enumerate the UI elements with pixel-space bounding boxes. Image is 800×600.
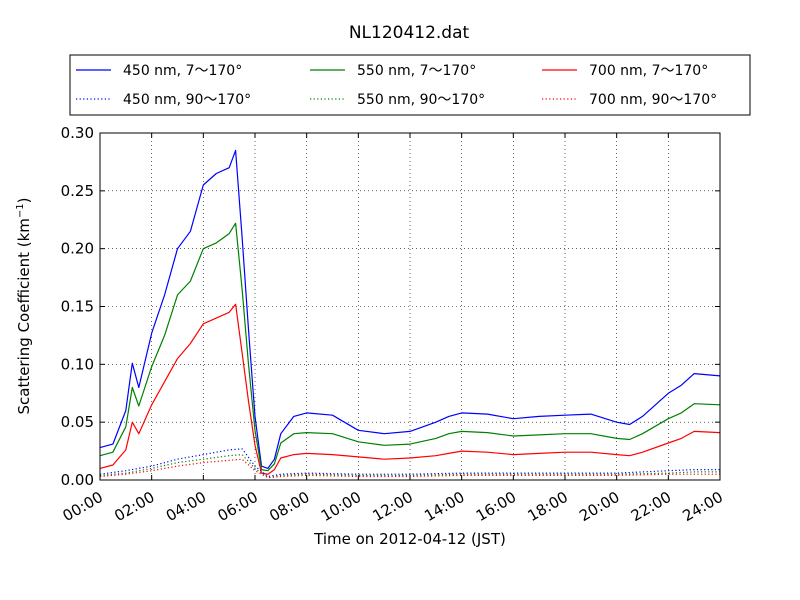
legend-label-4: 450 nm, 90～170° [123,92,251,108]
y-tick-label: 0.30 [61,124,94,142]
series-line-3 [99,303,721,475]
grid-lines [100,133,720,480]
x-tick-label: 20:00 [576,488,622,525]
y-tick-label: 0.25 [61,182,94,200]
series-line-4 [99,448,720,478]
x-tick-label: 12:00 [370,488,416,525]
x-tick-label: 00:00 [60,488,106,525]
y-axis-label-end: ) [15,197,33,203]
y-axis-label-text: Scattering Coefficient (km [15,218,33,414]
y-tick-label: 0.00 [61,471,94,489]
legend-label-1: 450 nm, 7～170° [123,63,242,79]
x-tick-label: 02:00 [111,488,157,525]
y-tick-label: 0.05 [61,413,94,431]
x-tick-label: 18:00 [525,488,571,525]
x-tick-label: 06:00 [215,488,261,525]
x-tick-label: 24:00 [680,488,726,525]
x-tick-label: 16:00 [473,488,519,525]
x-tick-label: 14:00 [421,488,467,525]
legend-frame [69,54,751,116]
series-line-1 [99,149,721,469]
x-axis-label: Time on 2012-04-12 (JST) [313,530,506,548]
series-line-2 [99,222,721,472]
x-tick-label: 22:00 [628,488,674,525]
legend-label-2: 550 nm, 7～170° [357,63,476,79]
legend-label-3: 700 nm, 7～170° [589,63,708,79]
series-line-5 [99,454,720,479]
y-axis-label-sup: −1 [15,203,26,218]
y-tick-label: 0.20 [61,240,94,258]
chart-title: NL120412.dat [349,23,470,43]
series-layer [99,149,721,479]
legend-label-5: 550 nm, 90～170° [357,92,485,108]
legend: 450 nm, 7～170° 550 nm, 7～170° 700 nm, 7～17… [69,54,751,116]
y-axis-label: Scattering Coefficient (km−1) [15,197,33,414]
x-tick-label: 04:00 [163,488,209,525]
axis-ticks: 00:00 02:00 04:00 06:00 08:00 10:00 12:00 14:00… [60,124,726,525]
x-tick-label: 08:00 [266,488,312,525]
x-tick-label: 10:00 [318,488,364,525]
y-tick-label: 0.10 [61,355,94,373]
y-tick-label: 0.15 [61,298,94,316]
legend-label-6: 700 nm, 90～170° [589,92,717,108]
series-line-6 [99,458,720,479]
